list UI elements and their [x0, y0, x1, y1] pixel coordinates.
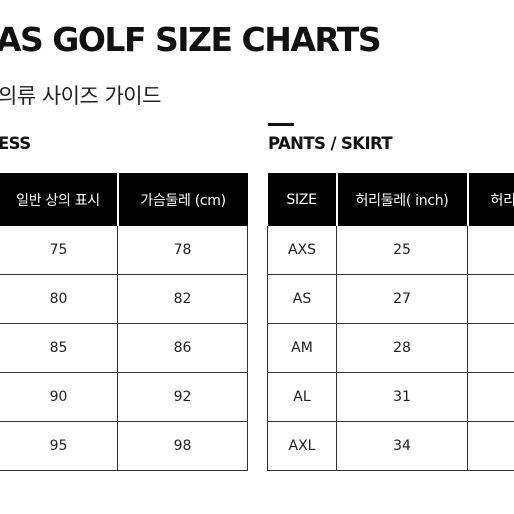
table-cell: [467, 274, 514, 324]
table-cell: 27: [336, 274, 468, 324]
pants-header-waist-inch: 허리둘레( inch): [336, 173, 469, 226]
table-cell: 85: [0, 323, 118, 373]
table-row: AL 31: [267, 372, 514, 422]
pants-size-table: SIZE 허리둘레( inch) 허리 AXS 25 AS 27 AM 28 A…: [267, 173, 514, 471]
table-cell: 78: [117, 226, 248, 275]
table-cell: 90: [0, 372, 118, 422]
table-cell: 82: [117, 274, 248, 324]
table-row: AM 28: [267, 323, 514, 373]
table-cell: 86: [117, 323, 248, 373]
table-row: 85 86: [0, 323, 248, 373]
table-cell: 75: [0, 226, 118, 275]
table-row: AS 27: [267, 274, 514, 324]
table-cell: 95: [0, 421, 118, 471]
table-cell: 92: [117, 372, 248, 422]
table-row: 90 92: [0, 372, 248, 422]
table-cell: AXS: [267, 226, 337, 275]
top-header-chest: 가슴둘레 (cm): [117, 173, 248, 226]
table-cell: [467, 323, 514, 373]
table-cell: [467, 226, 514, 275]
table-cell: AXL: [267, 421, 337, 471]
table-cell: AL: [267, 372, 337, 422]
table-cell: AS: [267, 274, 337, 324]
table-row: 75 78: [0, 226, 248, 275]
table-cell: [467, 421, 514, 471]
table-row: AXS 25: [267, 226, 514, 275]
table-cell: AM: [267, 323, 337, 373]
table-row: 80 82: [0, 274, 248, 324]
table-cell: 80: [0, 274, 118, 324]
pants-header-waist-cm: 허리: [467, 173, 514, 226]
table-cell: 28: [336, 323, 468, 373]
table-cell: [467, 372, 514, 422]
page-title: AS GOLF SIZE CHARTS: [0, 20, 382, 59]
pants-section-marker: [268, 123, 294, 126]
pants-header-size: SIZE: [267, 173, 338, 226]
table-cell: 34: [336, 421, 468, 471]
pants-section-title: PANTS / SKIRT: [268, 134, 393, 153]
top-section-title: ESS: [0, 134, 31, 153]
table-row: AXL 34: [267, 421, 514, 471]
table-row: 95 98: [0, 421, 248, 471]
top-header-display-size: 일반 상의 표시: [0, 173, 119, 226]
table-cell: 25: [336, 226, 468, 275]
top-size-table: 일반 상의 표시 가슴둘레 (cm) 75 78 80 82 85 86 90 …: [0, 173, 248, 471]
table-cell: 31: [336, 372, 468, 422]
table-cell: 98: [117, 421, 248, 471]
page-subtitle: 의류 사이즈 가이드: [0, 84, 161, 108]
